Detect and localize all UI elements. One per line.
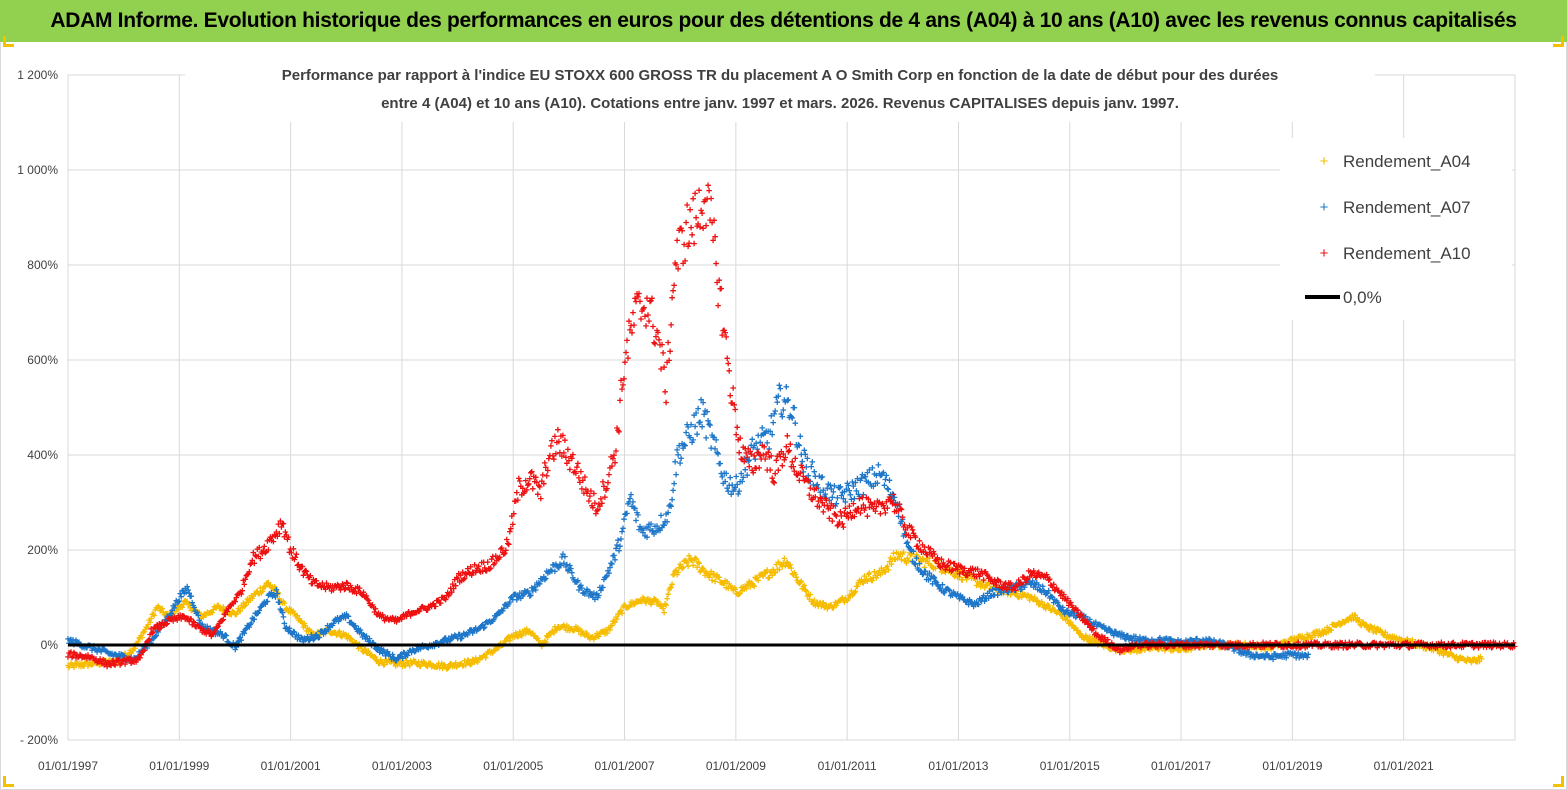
chart-title-line-2: entre 4 (A04) et 10 ans (A10). Cotations…: [381, 95, 1179, 112]
y-tick-label: 0%: [41, 638, 59, 652]
series-rendement-a07: [65, 382, 1311, 664]
legend-label-zero: 0,0%: [1343, 288, 1382, 307]
chart-title-line-1: Performance par rapport à l'indice EU ST…: [282, 67, 1279, 84]
x-tick-label: 01/01/2007: [595, 759, 655, 773]
selection-handle-top-right[interactable]: [1553, 36, 1564, 47]
title-banner: [0, 0, 1567, 42]
y-tick-label: 1 000%: [17, 163, 58, 177]
y-tick-label: - 200%: [20, 733, 58, 747]
legend-marker-a04: +: [1320, 153, 1329, 170]
selection-handle-bottom-right[interactable]: [1553, 776, 1564, 787]
x-tick-label: 01/01/2021: [1374, 759, 1434, 773]
legend-label-a10: Rendement_A10: [1343, 244, 1471, 263]
legend: + Rendement_A04 + Rendement_A07 + Rendem…: [1280, 138, 1512, 320]
y-tick-label: 800%: [27, 258, 58, 272]
legend-label-a04: Rendement_A04: [1343, 152, 1471, 171]
y-axis-labels: - 200% 0% 200% 400% 600% 800% 1 000% 1 200%: [17, 68, 58, 747]
x-tick-label: 01/01/2013: [928, 759, 988, 773]
x-tick-label: 01/01/2015: [1040, 759, 1100, 773]
x-tick-label: 01/01/2005: [483, 759, 543, 773]
chart-title: Performance par rapport à l'indice EU ST…: [185, 58, 1375, 122]
legend-marker-a10: +: [1320, 245, 1329, 262]
selection-handle-top-left[interactable]: [3, 36, 14, 47]
selection-handle-bottom-left[interactable]: [3, 776, 14, 787]
x-tick-label: 01/01/2019: [1262, 759, 1322, 773]
data-point-markers: [65, 382, 1311, 664]
y-tick-label: 1 200%: [17, 68, 58, 82]
legend-label-a07: Rendement_A07: [1343, 198, 1471, 217]
legend-marker-a07: +: [1320, 199, 1329, 216]
x-tick-label: 01/01/2011: [818, 759, 877, 773]
x-tick-label: 01/01/2003: [372, 759, 432, 773]
y-tick-label: 600%: [27, 353, 58, 367]
x-tick-label: 01/01/2017: [1151, 759, 1211, 773]
x-tick-label: 01/01/2001: [261, 759, 321, 773]
y-tick-label: 400%: [27, 448, 58, 462]
banner-title: ADAM Informe. Evolution historique des p…: [50, 9, 1517, 32]
x-axis-labels: 01/01/1997 01/01/1999 01/01/2001 01/01/2003…: [38, 759, 1434, 773]
x-tick-label: 01/01/1997: [38, 759, 98, 773]
y-tick-label: 200%: [27, 543, 58, 557]
x-tick-label: 01/01/1999: [149, 759, 209, 773]
x-tick-label: 01/01/2009: [706, 759, 766, 773]
